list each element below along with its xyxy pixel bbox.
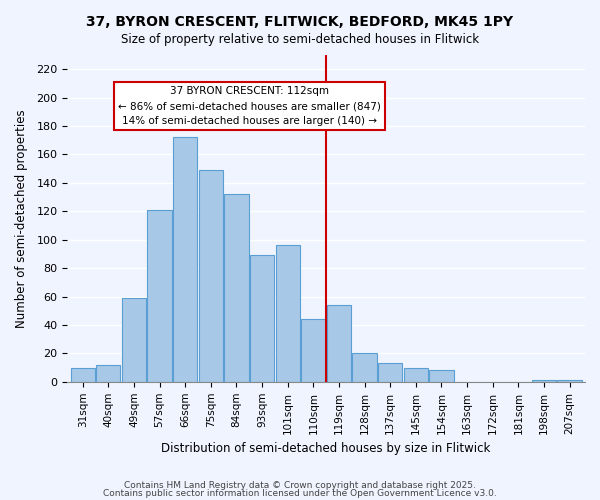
Bar [250, 256, 274, 382]
Bar [71, 368, 95, 382]
Bar [327, 305, 351, 382]
X-axis label: Distribution of semi-detached houses by size in Flitwick: Distribution of semi-detached houses by … [161, 442, 491, 455]
Bar [148, 210, 172, 382]
Text: Contains public sector information licensed under the Open Government Licence v3: Contains public sector information licen… [103, 488, 497, 498]
Bar [122, 298, 146, 382]
Text: Contains HM Land Registry data © Crown copyright and database right 2025.: Contains HM Land Registry data © Crown c… [124, 481, 476, 490]
Bar [301, 320, 326, 382]
Bar [430, 370, 454, 382]
Bar [96, 365, 121, 382]
Bar [532, 380, 556, 382]
Bar [224, 194, 248, 382]
Text: 37, BYRON CRESCENT, FLITWICK, BEDFORD, MK45 1PY: 37, BYRON CRESCENT, FLITWICK, BEDFORD, M… [86, 15, 514, 29]
Bar [199, 170, 223, 382]
Y-axis label: Number of semi-detached properties: Number of semi-detached properties [15, 109, 28, 328]
Bar [275, 246, 300, 382]
Text: 37 BYRON CRESCENT: 112sqm
← 86% of semi-detached houses are smaller (847)
14% of: 37 BYRON CRESCENT: 112sqm ← 86% of semi-… [118, 86, 381, 126]
Bar [404, 368, 428, 382]
Text: Size of property relative to semi-detached houses in Flitwick: Size of property relative to semi-detach… [121, 32, 479, 46]
Bar [352, 354, 377, 382]
Bar [557, 380, 582, 382]
Bar [378, 364, 403, 382]
Bar [173, 138, 197, 382]
